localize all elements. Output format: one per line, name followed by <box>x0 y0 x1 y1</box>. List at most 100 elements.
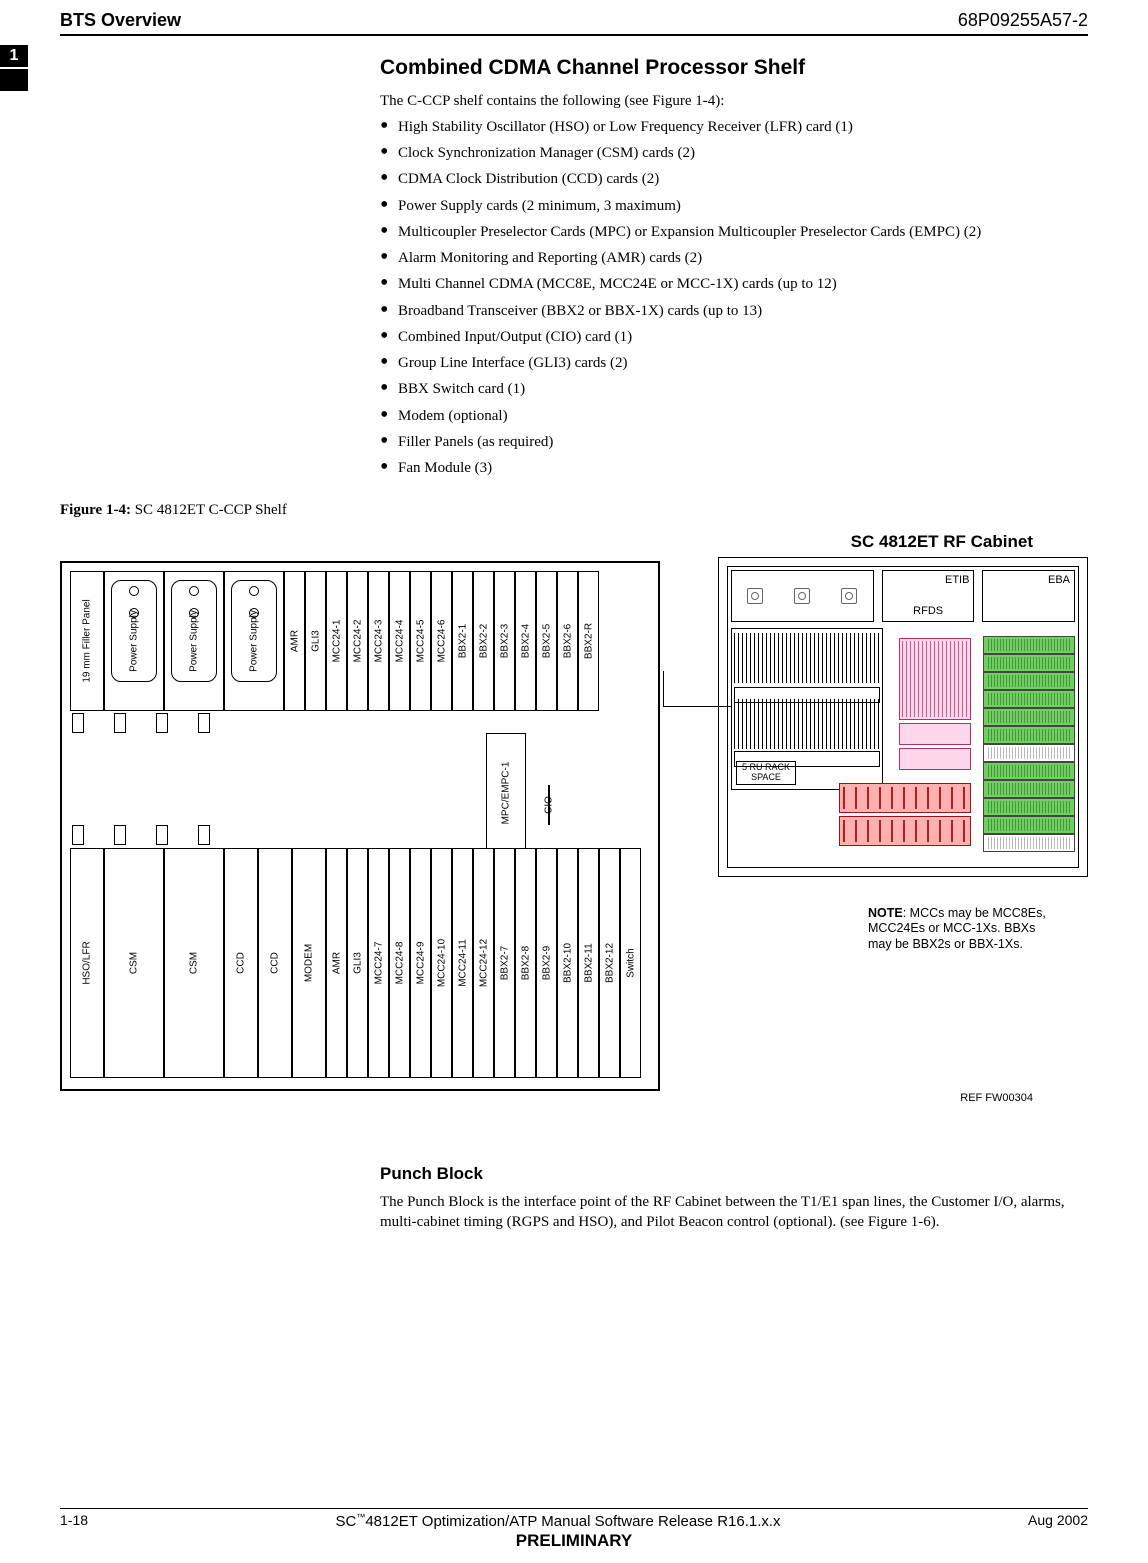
header-rule <box>60 34 1088 36</box>
shelf-slot: CCD <box>258 848 292 1078</box>
cabinet-top-row: ETIB RFDS EBA <box>731 570 1075 622</box>
shelf-slot: GLI3 <box>305 571 326 711</box>
duplexer-slot <box>983 834 1075 852</box>
page-footer: 1-18 SC™4812ET Optimization/ATP Manual S… <box>60 1508 1088 1553</box>
shelf-slot: MCC24-8 <box>389 848 410 1078</box>
ccp-shelf-diagram: 19 mm Filler PanelPower SupplyPower Supp… <box>60 561 660 1091</box>
bullet-item: Multicoupler Preselector Cards (MPC) or … <box>380 222 1088 242</box>
bullet-item: High Stability Oscillator (HSO) or Low F… <box>380 117 1088 137</box>
chapter-tab: 1 <box>0 45 28 91</box>
etib-label: ETIB <box>945 573 969 588</box>
footer-preliminary: PRELIMINARY <box>60 1530 1088 1553</box>
slot-label: MCC24-6 <box>435 619 449 662</box>
slot-cio: CIO <box>548 785 550 825</box>
slot-label: BBX2-5 <box>540 623 554 657</box>
eba-label: EBA <box>1048 573 1070 588</box>
shelf-slot: 19 mm Filler Panel <box>70 571 104 711</box>
footer-rule <box>60 1508 1088 1509</box>
duplexer-slot <box>983 816 1075 834</box>
shelf-slot: MCC24-2 <box>347 571 368 711</box>
shelf-slot: MCC24-5 <box>410 571 431 711</box>
punch-block-section: Punch Block The Punch Block is the inter… <box>380 1163 1088 1232</box>
slot-label: MCC24-4 <box>393 619 407 662</box>
pink-module-2 <box>899 723 971 745</box>
slot-label: MCC24-11 <box>456 939 470 987</box>
slot-label: GLI3 <box>309 630 323 652</box>
slot-label: AMR <box>288 630 302 652</box>
slot-label: MPC/EMPC-1 <box>499 761 513 824</box>
shelf-slot: MCC24-12 <box>473 848 494 1078</box>
header-section-title: BTS Overview <box>60 8 181 32</box>
slot-label: MCC24-5 <box>414 619 428 662</box>
slot-label: MCC24-1 <box>330 619 344 662</box>
duplexer-slot <box>983 636 1075 654</box>
page: BTS Overview 68P09255A57-2 1 Combined CD… <box>0 0 1148 1563</box>
shelf-slot: CCD <box>224 848 258 1078</box>
etib-panel: ETIB RFDS <box>882 570 975 622</box>
bullet-item: Broadband Transceiver (BBX2 or BBX-1X) c… <box>380 301 1088 321</box>
duplexer-slot <box>983 672 1075 690</box>
header-doc-code: 68P09255A57-2 <box>958 8 1088 32</box>
shelf-slot: Power Supply <box>104 571 164 711</box>
bullet-item: Clock Synchronization Manager (CSM) card… <box>380 143 1088 163</box>
slot-label: BBX2-1 <box>456 623 470 657</box>
duplexer-slot <box>983 762 1075 780</box>
slot-label: BBX2-4 <box>519 623 533 657</box>
bullet-item: Filler Panels (as required) <box>380 432 1088 452</box>
shelf-slot: CSM <box>104 848 164 1078</box>
shelf-slot: MCC24-4 <box>389 571 410 711</box>
bullet-item: BBX Switch card (1) <box>380 379 1088 399</box>
pink-module-3 <box>899 748 971 770</box>
slot-label: BBX2-9 <box>540 945 554 979</box>
slot-label: GLI3 <box>351 952 365 974</box>
section-body: Combined CDMA Channel Processor Shelf Th… <box>380 54 1088 478</box>
slot-label: BBX2-10 <box>561 943 575 983</box>
shelf-slot: AMR <box>326 848 347 1078</box>
duplexer-slot <box>983 744 1075 762</box>
rack-space-label: 5 RU RACK SPACE <box>736 761 796 785</box>
rf-cabinet-diagram: ETIB RFDS EBA 5 RU RACK SPACE <box>718 557 1088 877</box>
bullet-item: Modem (optional) <box>380 406 1088 426</box>
shelf-slot: Switch <box>620 848 641 1078</box>
section-intro: The C-CCP shelf contains the following (… <box>380 91 1088 111</box>
shelf-slot: AMR <box>284 571 305 711</box>
slot-label: MODEM <box>302 943 316 981</box>
shelf-slot: BBX2-4 <box>515 571 536 711</box>
shelf-slot: BBX2-1 <box>452 571 473 711</box>
shelf-slot: BBX2-8 <box>515 848 536 1078</box>
shelf-slot: BBX2-10 <box>557 848 578 1078</box>
bullet-item: Power Supply cards (2 minimum, 3 maximum… <box>380 196 1088 216</box>
red-module-2 <box>839 816 971 846</box>
figure-caption: Figure 1-4: SC 4812ET C-CCP Shelf <box>60 500 1088 520</box>
connector-panel <box>731 570 874 622</box>
slot-label: BBX2-11 <box>582 943 596 982</box>
bullet-item: Multi Channel CDMA (MCC8E, MCC24E or MCC… <box>380 274 1088 294</box>
footer-title: SC™4812ET Optimization/ATP Manual Softwa… <box>88 1511 1028 1532</box>
figure-note: NOTE: MCCs may be MCC8Es, MCC24Es or MCC… <box>868 906 1058 953</box>
shelf-slot: Power Supply <box>164 571 224 711</box>
shelf-slot: CSM <box>164 848 224 1078</box>
red-module-1 <box>839 783 971 813</box>
punch-para: The Punch Block is the interface point o… <box>380 1192 1088 1233</box>
page-number: 1-18 <box>60 1511 88 1530</box>
slot-label: 19 mm Filler Panel <box>80 599 94 682</box>
duplexer-slot <box>983 690 1075 708</box>
punch-heading: Punch Block <box>380 1163 1088 1186</box>
slot-label: MCC24-7 <box>372 941 386 984</box>
shelf-slot: BBX2-12 <box>599 848 620 1078</box>
slot-label: Switch <box>624 948 638 977</box>
duplexer-slot <box>983 726 1075 744</box>
bullet-item: Combined Input/Output (CIO) card (1) <box>380 327 1088 347</box>
pillar-strip-upper <box>72 713 648 733</box>
slot-label: MCC24-8 <box>393 941 407 984</box>
slot-label: MCC24-10 <box>435 938 449 986</box>
ccp-mini-view: 5 RU RACK SPACE <box>731 628 883 790</box>
figure-ref: REF FW00304 <box>960 1091 1033 1106</box>
slot-label: CSM <box>127 952 141 974</box>
pillar-strip-lower <box>72 825 648 845</box>
slot-label: CCD <box>234 952 248 974</box>
shelf-slot: Power Supply <box>224 571 284 711</box>
bullet-item: Fan Module (3) <box>380 458 1088 478</box>
shelf-slot: BBX2-6 <box>557 571 578 711</box>
shelf-slot: MCC24-6 <box>431 571 452 711</box>
